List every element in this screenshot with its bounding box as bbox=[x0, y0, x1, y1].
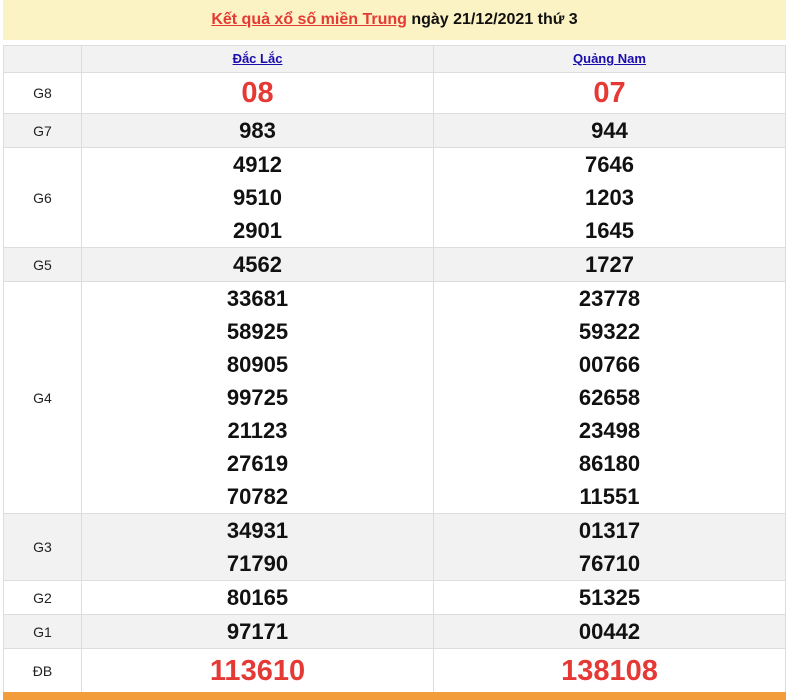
prize-number: 1203 bbox=[585, 185, 634, 210]
prize-number: 11551 bbox=[579, 484, 640, 509]
prize-row-g5: G5 4562 1727 bbox=[3, 247, 786, 282]
prize-number: 86180 bbox=[578, 451, 641, 476]
prize-number: 7646 bbox=[585, 152, 634, 177]
prize-cell: 113610 bbox=[81, 648, 434, 694]
prize-number: 113610 bbox=[209, 655, 306, 687]
prize-number: 34931 bbox=[226, 518, 289, 543]
prize-label: G1 bbox=[3, 614, 82, 649]
prize-label: ĐB bbox=[3, 648, 82, 694]
prize-cell: 33681 58925 80905 99725 21123 27619 70782 bbox=[81, 281, 434, 514]
prize-label: G7 bbox=[3, 113, 82, 148]
prize-cell: 01317 76710 bbox=[433, 513, 786, 581]
prize-number: 4562 bbox=[233, 252, 282, 277]
prize-number: 00766 bbox=[578, 352, 641, 377]
prize-number: 70782 bbox=[226, 484, 289, 509]
province-link-quang-nam[interactable]: Quảng Nam bbox=[573, 51, 646, 66]
prize-cell: 138108 bbox=[433, 648, 786, 694]
prize-number: 138108 bbox=[561, 655, 658, 687]
prize-label: G2 bbox=[3, 580, 82, 615]
prize-number: 58925 bbox=[226, 319, 289, 344]
province-link-dak-lak[interactable]: Đắc Lắc bbox=[232, 51, 283, 66]
prize-number: 23778 bbox=[578, 286, 641, 311]
prize-number: 33681 bbox=[226, 286, 289, 311]
prize-number: 4912 bbox=[233, 152, 282, 177]
prize-cell: 34931 71790 bbox=[81, 513, 434, 581]
prize-number: 07 bbox=[593, 77, 626, 109]
prize-cell: 51325 bbox=[433, 580, 786, 615]
prize-label: G3 bbox=[3, 513, 82, 581]
prize-number: 99725 bbox=[226, 385, 289, 410]
prize-cell: 97171 bbox=[81, 614, 434, 649]
prize-cell: 7646 1203 1645 bbox=[433, 147, 786, 248]
prize-label: G8 bbox=[3, 72, 82, 114]
draw-date: ngày 21/12/2021 thứ 3 bbox=[411, 11, 578, 28]
prize-row-g3: G3 34931 71790 01317 76710 bbox=[3, 513, 786, 581]
prize-row-đb: ĐB 113610 138108 bbox=[3, 648, 786, 694]
prize-number: 9510 bbox=[233, 185, 282, 210]
prize-cell: 4912 9510 2901 bbox=[81, 147, 434, 248]
prize-cell: 08 bbox=[81, 72, 434, 114]
prize-number: 2901 bbox=[233, 218, 282, 243]
province-header: Đắc Lắc bbox=[81, 45, 434, 73]
prize-number: 01317 bbox=[578, 518, 641, 543]
results-table: Đắc Lắc Quảng Nam G8 08 07 G7 983 944 G6 4912 95… bbox=[3, 45, 786, 694]
province-header: Quảng Nam bbox=[433, 45, 786, 73]
prize-number: 944 bbox=[591, 118, 628, 143]
footer-bar bbox=[3, 692, 786, 700]
prize-number: 97171 bbox=[226, 619, 289, 644]
prize-cell: 00442 bbox=[433, 614, 786, 649]
prize-cell: 1727 bbox=[433, 247, 786, 282]
prize-number: 62658 bbox=[578, 385, 641, 410]
prize-number: 27619 bbox=[226, 451, 289, 476]
prize-cell: 80165 bbox=[81, 580, 434, 615]
prize-number: 1645 bbox=[585, 218, 634, 243]
prize-label: G6 bbox=[3, 147, 82, 248]
prize-number: 983 bbox=[239, 118, 276, 143]
prize-cell: 983 bbox=[81, 113, 434, 148]
results-title: Kết quả xổ số miền Trung ngày 21/12/2021… bbox=[3, 0, 786, 40]
prize-number: 23498 bbox=[578, 418, 641, 443]
prize-number: 80905 bbox=[226, 352, 289, 377]
province-header-row: Đắc Lắc Quảng Nam bbox=[3, 45, 786, 73]
prize-number: 21123 bbox=[227, 418, 288, 443]
prize-row-g7: G7 983 944 bbox=[3, 113, 786, 148]
prize-number: 80165 bbox=[226, 585, 289, 610]
prize-number: 59322 bbox=[578, 319, 641, 344]
prize-cell: 4562 bbox=[81, 247, 434, 282]
corner-cell bbox=[3, 45, 82, 73]
prize-row-g6: G6 4912 9510 2901 7646 1203 1645 bbox=[3, 147, 786, 248]
prize-cell: 944 bbox=[433, 113, 786, 148]
prize-cell: 23778 59322 00766 62658 23498 86180 11551 bbox=[433, 281, 786, 514]
prize-number: 71790 bbox=[226, 551, 289, 576]
prize-row-g1: G1 97171 00442 bbox=[3, 614, 786, 649]
prize-number: 51325 bbox=[578, 585, 641, 610]
prize-label: G4 bbox=[3, 281, 82, 514]
prize-cell: 07 bbox=[433, 72, 786, 114]
prize-number: 1727 bbox=[585, 252, 634, 277]
region-results-link[interactable]: Kết quả xổ số miền Trung bbox=[211, 11, 407, 28]
prize-row-g4: G4 33681 58925 80905 99725 21123 27619 70782 237… bbox=[3, 281, 786, 514]
prize-row-g8: G8 08 07 bbox=[3, 72, 786, 114]
prize-number: 76710 bbox=[578, 551, 641, 576]
prize-number: 08 bbox=[241, 77, 274, 109]
prize-number: 00442 bbox=[578, 619, 641, 644]
prize-row-g2: G2 80165 51325 bbox=[3, 580, 786, 615]
prize-label: G5 bbox=[3, 247, 82, 282]
